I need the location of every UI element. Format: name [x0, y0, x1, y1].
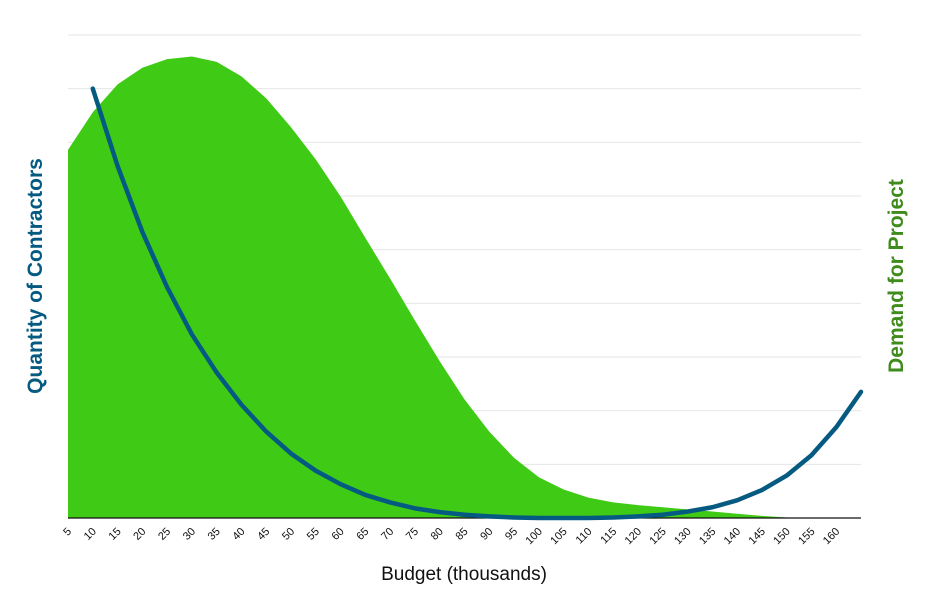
x-tick-label: 45 [255, 526, 272, 543]
x-tick-label: 75 [404, 526, 421, 543]
x-tick-label: 10 [82, 526, 99, 543]
x-tick-label: 65 [354, 526, 371, 543]
demand-area [68, 56, 861, 518]
x-tick-label: 25 [156, 526, 173, 543]
x-tick-label: 115 [598, 526, 619, 547]
x-tick-label: 140 [722, 526, 743, 547]
x-tick-label: 40 [230, 526, 247, 543]
x-tick-label: 55 [305, 526, 322, 543]
x-tick-label: 160 [821, 526, 842, 547]
x-tick-label: 120 [623, 526, 644, 547]
x-tick-label: 110 [574, 526, 595, 547]
x-tick-label: 95 [503, 526, 520, 543]
y-axis-label-right: Demand for Project [885, 179, 908, 373]
x-tick-label: 155 [796, 526, 817, 547]
x-tick-label: 30 [181, 526, 198, 543]
x-tick-label: 5 [61, 526, 74, 539]
x-axis-label: Budget (thousands) [381, 564, 547, 585]
x-tick-labels: 5 10 15 20 25 30 35 40 45 50 55 60 65 70 75 80 85 90 95 100… [61, 526, 842, 547]
x-tick-label: 15 [107, 526, 124, 543]
y-axis-label-left: Quantity of Contractors [24, 158, 47, 394]
x-tick-label: 70 [379, 526, 396, 543]
x-tick-label: 35 [206, 526, 223, 543]
x-tick-label: 100 [523, 526, 544, 547]
x-tick-label: 20 [131, 526, 148, 543]
x-tick-label: 130 [672, 526, 693, 547]
x-tick-label: 90 [478, 526, 495, 543]
x-tick-label: 85 [453, 526, 470, 543]
x-tick-label: 150 [771, 526, 792, 547]
x-tick-label: 135 [697, 526, 718, 547]
x-tick-label: 145 [747, 526, 768, 547]
x-tick-label: 125 [647, 526, 668, 547]
contractors-line [90, 86, 864, 521]
x-tick-label: 50 [280, 526, 297, 543]
x-tick-label: 105 [548, 526, 569, 547]
x-tick-label: 60 [330, 526, 347, 543]
x-tick-label: 80 [429, 526, 446, 543]
